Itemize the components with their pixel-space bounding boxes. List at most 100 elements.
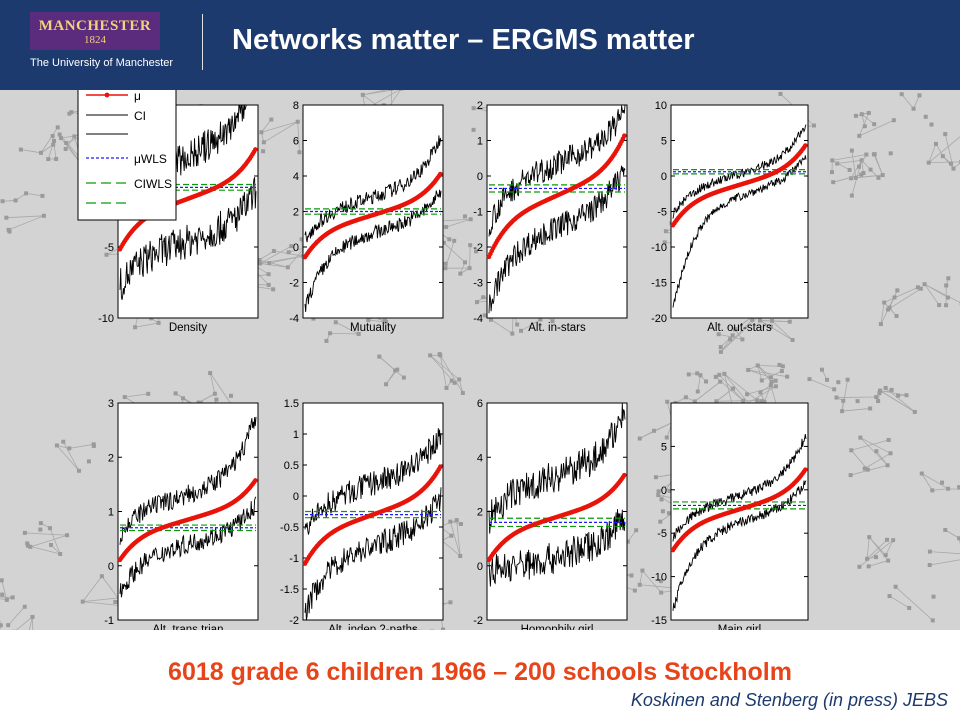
network-edge — [288, 247, 305, 253]
network-node — [891, 118, 896, 123]
network-edge — [921, 473, 933, 491]
network-edge — [861, 113, 875, 125]
network-node — [937, 303, 942, 308]
slide-caption: 6018 grade 6 children 1966 – 200 schools… — [168, 658, 792, 686]
network-node — [929, 122, 934, 127]
network-node — [261, 140, 266, 145]
network-node — [919, 471, 924, 476]
network-node — [482, 313, 487, 318]
network-node — [360, 92, 365, 97]
network-node — [874, 395, 879, 400]
network-node — [718, 349, 723, 354]
network-cluster — [853, 110, 896, 138]
logo-name: MANCHESTER — [38, 18, 152, 34]
network-cluster — [834, 377, 879, 414]
network-edge — [6, 215, 44, 219]
network-edge — [69, 443, 94, 449]
network-edge — [942, 155, 954, 169]
network-node — [918, 286, 923, 291]
plot-area — [670, 104, 809, 319]
network-node — [877, 388, 882, 393]
network-edge — [259, 245, 292, 264]
network-node — [468, 217, 473, 222]
network-node — [146, 391, 151, 396]
network-node — [859, 112, 864, 117]
network-node — [652, 428, 657, 433]
network-node — [836, 380, 841, 385]
chart-panel: -15 -10 -5 0 5 Main girl — [651, 402, 809, 630]
network-edge — [362, 90, 388, 96]
network-edge — [932, 488, 949, 491]
network-node — [366, 318, 371, 323]
network-node — [757, 318, 762, 323]
network-node — [849, 448, 854, 453]
network-node — [653, 475, 658, 480]
network-node — [841, 398, 846, 403]
x-axis-label: Alt. trans trian — [153, 624, 224, 630]
network-edge — [855, 174, 883, 179]
y-tick-label: -10 — [98, 313, 114, 325]
network-node — [888, 451, 893, 456]
network-node — [845, 377, 850, 382]
network-cluster — [18, 125, 60, 162]
network-node — [899, 92, 904, 97]
network-node — [807, 377, 812, 382]
network-node — [931, 594, 936, 599]
network-node — [261, 149, 266, 154]
network-cluster — [857, 535, 896, 569]
ci-lower-line — [304, 487, 442, 621]
network-node — [444, 385, 449, 390]
network-edge — [842, 408, 871, 412]
network-edge — [456, 520, 461, 557]
network-edge — [851, 150, 857, 178]
network-node — [656, 489, 661, 494]
network-node — [847, 167, 852, 172]
network-node — [448, 600, 453, 605]
source-citation: Koskinen and Stenberg (in press) JEBS — [630, 690, 948, 710]
network-edge — [858, 154, 867, 167]
network-node — [72, 134, 77, 139]
mu-point — [253, 147, 258, 152]
network-node — [389, 90, 394, 91]
network-edge — [921, 473, 949, 490]
network-node — [886, 437, 891, 442]
network-edge — [1, 580, 8, 600]
network-node — [867, 535, 872, 540]
legend-label: CIWLS — [134, 177, 172, 191]
plot-area — [486, 402, 628, 621]
network-node — [930, 488, 935, 493]
network-node — [886, 558, 891, 563]
network-edge — [7, 606, 26, 626]
network-node — [883, 553, 888, 558]
network-node — [24, 191, 29, 196]
network-edge — [771, 320, 793, 341]
network-edge — [716, 399, 758, 402]
network-edge — [859, 539, 894, 568]
ci-upper-line — [304, 135, 442, 243]
network-edge — [520, 319, 541, 332]
network-node — [311, 316, 316, 321]
network-edge — [880, 302, 885, 325]
network-edge — [759, 320, 790, 323]
network-cluster — [637, 399, 675, 441]
network-edge — [49, 527, 61, 555]
network-edge — [860, 437, 891, 454]
network-node — [214, 397, 219, 402]
x-axis-label: Alt. in-stars — [528, 322, 586, 334]
ci-lower-line — [672, 155, 807, 308]
network-node — [885, 537, 890, 542]
network-node — [395, 367, 400, 372]
network-node — [785, 374, 790, 379]
network-cluster — [849, 148, 893, 180]
y-tick-label: -1 — [104, 615, 114, 627]
network-edge — [928, 136, 960, 163]
plot-area — [486, 104, 628, 319]
network-cluster — [878, 285, 923, 327]
network-node — [868, 406, 873, 411]
network-node — [667, 488, 672, 493]
network-node — [896, 393, 901, 398]
network-node — [865, 556, 870, 561]
network-node — [333, 320, 338, 325]
network-node — [714, 399, 719, 404]
network-node — [30, 614, 35, 619]
